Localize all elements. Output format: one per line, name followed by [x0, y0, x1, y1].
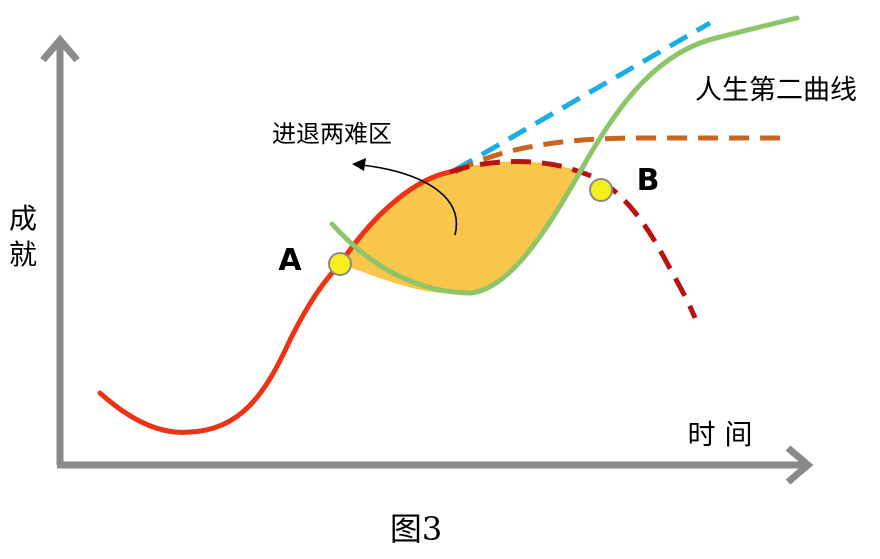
y-axis-arrow-icon — [40, 34, 80, 63]
y-axis-label-char-2: 就 — [9, 238, 37, 271]
second-curve — [329, 15, 800, 296]
curved-arrow-icon — [361, 164, 458, 236]
second-curve-label: 人生第二曲线 — [695, 75, 857, 106]
point-a-marker — [328, 252, 352, 276]
y-axis-label: 成 就 — [9, 202, 37, 271]
figure-caption: 图3 — [390, 510, 442, 548]
point-a-label: A — [278, 243, 302, 278]
point-b-label: B — [637, 163, 660, 198]
decline-dashed-curve — [449, 159, 698, 319]
dilemma-zone-label: 进退两难区 — [272, 120, 392, 148]
curved-arrow-head-icon — [352, 158, 366, 171]
x-axis-label: 时 间 — [688, 418, 753, 451]
y-axis-label-char-1: 成 — [9, 202, 37, 235]
point-b-marker — [589, 178, 613, 202]
x-axis-arrow-icon — [785, 445, 814, 485]
extrapolation-dashed-line — [453, 20, 712, 173]
axes — [40, 34, 814, 485]
first-curve — [97, 169, 453, 435]
